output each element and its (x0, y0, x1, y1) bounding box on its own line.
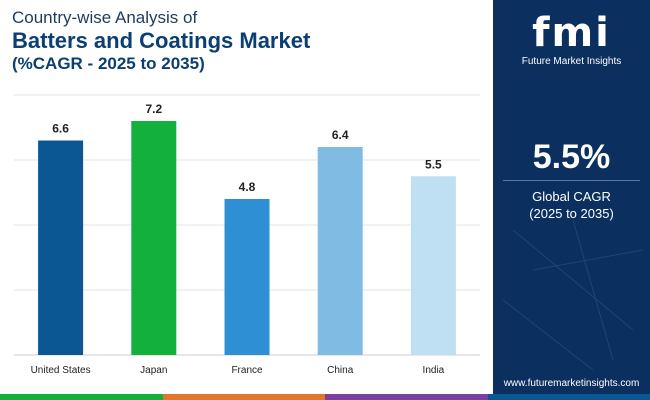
bottom-color-bar (0, 394, 650, 400)
data-label: 4.8 (239, 180, 256, 194)
chart-title-line3: (%CAGR - 2025 to 2035) (12, 54, 205, 73)
chart-title-line1: Country-wise Analysis of (12, 8, 198, 27)
website-url[interactable]: www.futuremarketinsights.com (503, 378, 640, 389)
x-tick-label: United States (31, 365, 91, 376)
bar-japan (131, 121, 177, 355)
x-tick-label: France (231, 365, 263, 376)
cagr-label-line1: Global CAGR (532, 189, 611, 204)
data-label: 5.5 (425, 157, 442, 171)
decorative-lines (502, 219, 644, 371)
fmi-logo: fmi Future Market Insights (493, 10, 650, 68)
bottom-bar-segment-2 (162, 394, 325, 400)
global-cagr-label: Global CAGR (2025 to 2035) (493, 188, 650, 222)
cagr-divider (503, 180, 640, 181)
bar-france (224, 199, 270, 355)
data-label: 6.6 (52, 122, 69, 136)
bar-china (317, 147, 363, 355)
global-cagr-value: 5.5% (532, 138, 611, 176)
chart-title-line2: Batters and Coatings Market (12, 28, 311, 53)
logo-text: fmi (532, 10, 611, 56)
bar-chart: 6.6 United States 7.2 Japan 4.8 France 6.4 Chin… (14, 94, 480, 376)
x-tick-label: Japan (140, 365, 167, 376)
x-tick-label: China (327, 365, 354, 376)
logo-subtitle: Future Market Insights (521, 56, 622, 67)
bar-india (410, 176, 456, 355)
bottom-bar-segment-4 (487, 394, 650, 400)
cagr-label-line2: (2025 to 2035) (529, 206, 614, 221)
data-label: 6.4 (332, 128, 349, 142)
sidebar-panel: fmi Future Market Insights 5.5% Global C… (493, 0, 650, 394)
bottom-bar-segment-3 (325, 394, 488, 400)
x-tick-label: India (423, 365, 445, 376)
bottom-bar-segment-1 (0, 394, 163, 400)
data-label: 7.2 (145, 102, 162, 116)
bar-united-states (38, 140, 84, 355)
chart-title-block: Country-wise Analysis of Batters and Coa… (12, 8, 310, 74)
